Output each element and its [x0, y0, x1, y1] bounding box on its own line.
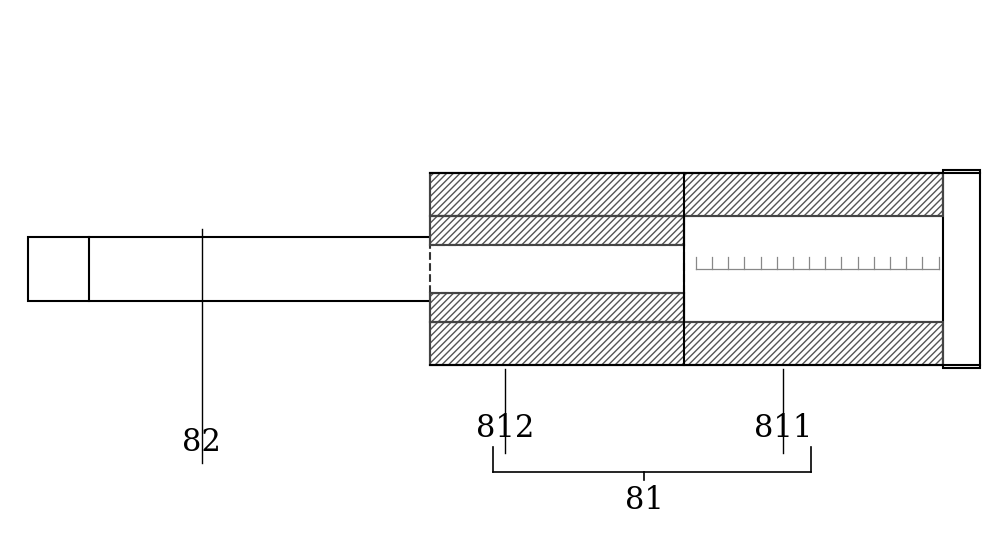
- Bar: [430, 245, 684, 293]
- Bar: [430, 216, 684, 245]
- Bar: [430, 322, 943, 365]
- Bar: [430, 216, 684, 245]
- Text: 81: 81: [625, 485, 664, 516]
- Bar: [430, 173, 943, 216]
- Text: 811: 811: [754, 413, 813, 444]
- Text: 812: 812: [476, 413, 534, 444]
- Bar: [28, 237, 89, 301]
- Bar: [430, 173, 943, 216]
- Text: 82: 82: [182, 427, 221, 457]
- Bar: [943, 171, 980, 367]
- Bar: [430, 322, 943, 365]
- Bar: [430, 293, 684, 322]
- Bar: [430, 293, 684, 322]
